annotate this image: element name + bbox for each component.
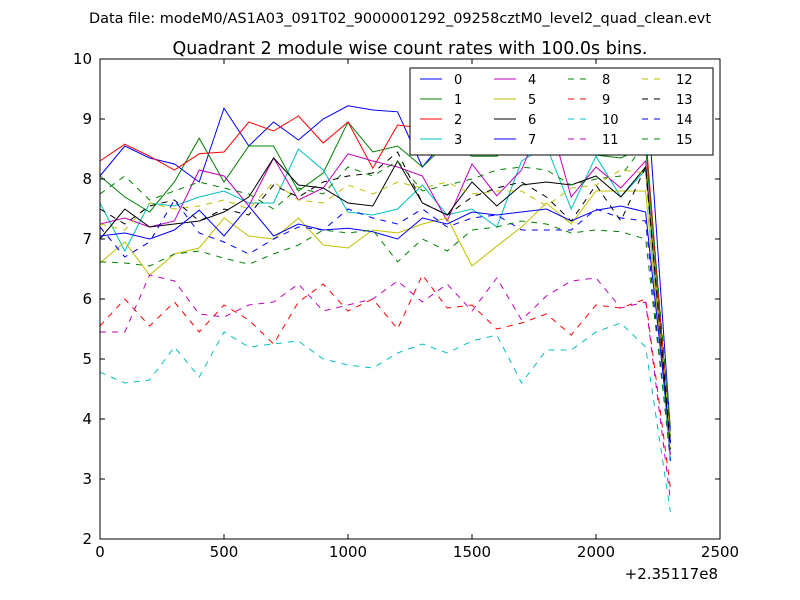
y-tick-label: 4 bbox=[82, 410, 92, 428]
suptitle: Data file: modeM0/AS1A03_091T02_90000012… bbox=[89, 11, 711, 27]
legend-label-9: 9 bbox=[602, 93, 610, 108]
legend-label-10: 10 bbox=[602, 113, 619, 128]
y-tick-label: 2 bbox=[82, 530, 92, 548]
x-tick-label: 2500 bbox=[701, 543, 739, 561]
legend-label-5: 5 bbox=[528, 93, 536, 108]
series-line-12 bbox=[99, 169, 671, 438]
series-line-9 bbox=[99, 274, 671, 489]
y-tick-label: 5 bbox=[82, 350, 92, 368]
legend-label-4: 4 bbox=[528, 73, 536, 88]
y-tick-label: 9 bbox=[82, 110, 92, 128]
series-line-5 bbox=[99, 190, 671, 450]
legend-label-0: 0 bbox=[454, 73, 462, 88]
chart-title: Quadrant 2 module wise count rates with … bbox=[173, 39, 648, 59]
legend-label-14: 14 bbox=[676, 113, 693, 128]
legend-label-1: 1 bbox=[454, 93, 462, 108]
x-offset-label: +2.35117e8 bbox=[625, 565, 718, 583]
series-line-13 bbox=[99, 151, 671, 450]
series-line-10 bbox=[99, 322, 671, 513]
x-tick-label: 1000 bbox=[329, 543, 367, 561]
legend-label-6: 6 bbox=[528, 113, 536, 128]
series-line-8 bbox=[99, 141, 671, 429]
legend-label-15: 15 bbox=[676, 133, 693, 148]
x-tick-label: 500 bbox=[210, 543, 239, 561]
legend-label-12: 12 bbox=[676, 73, 693, 88]
y-tick-label: 3 bbox=[82, 470, 92, 488]
series-line-14 bbox=[99, 199, 671, 462]
series-layer bbox=[99, 73, 671, 513]
legend-label-7: 7 bbox=[528, 133, 536, 148]
y-tick-label: 6 bbox=[82, 290, 92, 308]
x-tick-label: 0 bbox=[95, 543, 105, 561]
series-line-6 bbox=[99, 157, 671, 444]
x-tick-label: 2000 bbox=[577, 543, 615, 561]
legend-label-13: 13 bbox=[676, 93, 693, 108]
legend-label-2: 2 bbox=[454, 113, 462, 128]
x-tick-label: 1500 bbox=[453, 543, 491, 561]
y-tick-label: 8 bbox=[82, 170, 92, 188]
legend-label-11: 11 bbox=[602, 133, 619, 148]
series-line-11 bbox=[100, 274, 671, 501]
series-line-1 bbox=[99, 121, 671, 438]
series-line-15 bbox=[99, 220, 671, 456]
y-tick-label: 10 bbox=[73, 50, 92, 68]
series-line-4 bbox=[99, 106, 671, 456]
series-line-7 bbox=[99, 205, 671, 444]
legend-label-8: 8 bbox=[602, 73, 610, 88]
series-line-3 bbox=[99, 145, 671, 462]
legend-label-3: 3 bbox=[454, 133, 462, 148]
legend-box bbox=[409, 67, 714, 156]
y-tick-label: 7 bbox=[82, 230, 92, 248]
